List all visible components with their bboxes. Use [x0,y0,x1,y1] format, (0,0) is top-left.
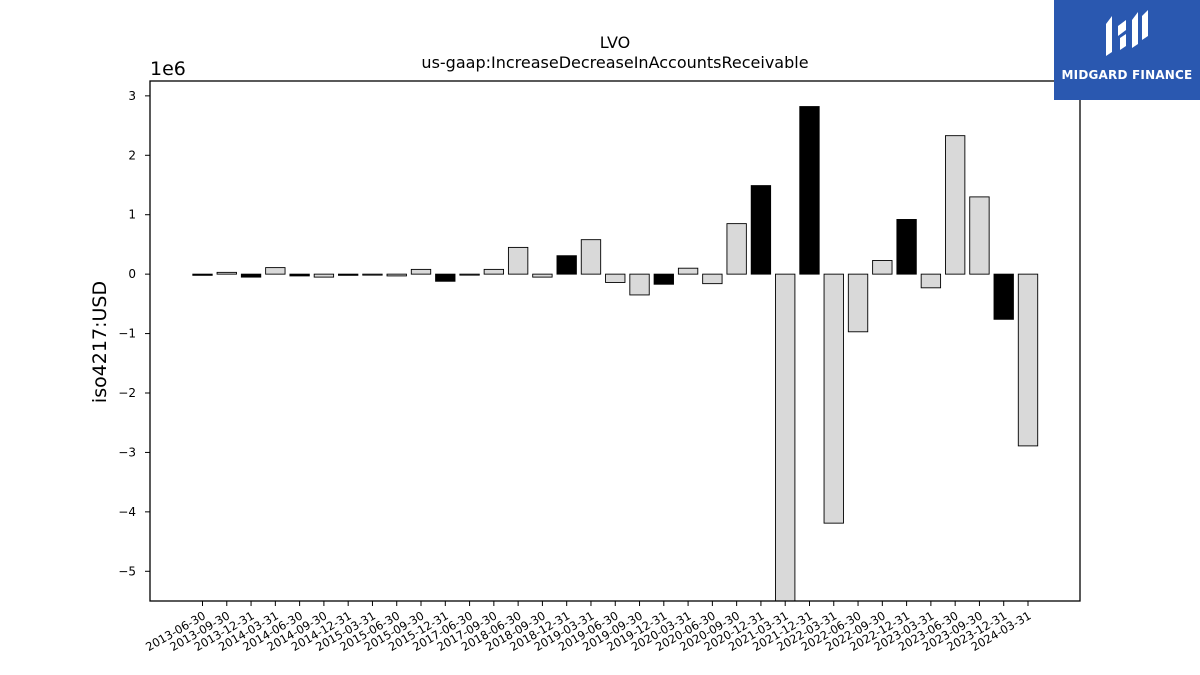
bars-group [192,106,1039,602]
bar-2013-06-30 [192,273,213,276]
bar-2015-12-31 [435,273,456,282]
bar-2021-12-31 [799,106,820,275]
bar-2022-03-31 [823,273,844,524]
bar-2019-09-30 [629,273,650,296]
bar-2017-09-30 [483,268,505,275]
bar-2020-03-31 [677,267,699,275]
bar-2013-09-30 [216,271,237,275]
plot-frame [149,80,1081,602]
y-tick-label: 0 [128,267,136,281]
y-tick-label: 3 [128,89,136,103]
y-scale-label: 1e6 [150,58,186,80]
bar-2014-09-30 [313,273,335,278]
bar-2023-06-30 [945,135,966,275]
bar-2019-03-31 [580,239,602,275]
y-tick-label: −1 [118,327,136,341]
bar-2014-03-31 [265,267,286,275]
chart-subtitle: us-gaap:IncreaseDecreaseInAccountsReceiv… [421,53,808,72]
brand-name: MIDGARD FINANCE [1061,68,1193,82]
y-axis-ticks: 3 2 1 0 −1 −2 −3 −4 −5 [118,89,150,578]
bar-2015-06-30 [386,273,407,277]
bar-2014-12-31 [338,273,359,276]
bar-2018-12-31 [556,255,577,275]
bar-2023-03-31 [920,273,942,289]
x-axis-ticks: 2013-06-302013-09-302013-12-312014-03-31… [143,601,1034,654]
bar-2017-06-30 [459,273,480,276]
bar-2022-06-30 [847,273,869,333]
y-tick-label: −3 [118,445,136,459]
bar-2022-12-31 [896,219,917,275]
y-tick-label: 2 [128,148,136,162]
y-tick-label: −4 [118,505,136,519]
bar-2019-12-31 [653,273,674,285]
y-tick-label: 1 [128,208,136,222]
bar-2024-03-31 [1017,273,1039,447]
y-tick-label: −2 [118,386,136,400]
bar-2022-09-30 [872,260,893,275]
bar-2015-09-30 [410,268,432,275]
bar-2018-06-30 [507,246,529,275]
bar-2013-12-31 [240,273,262,278]
bar-2019-06-30 [605,273,626,283]
bar-2023-12-31 [993,273,1014,320]
brand-logo: MIDGARD FINANCE [1054,0,1200,100]
chart-title: LVO [600,33,630,52]
bar-2015-03-31 [362,273,383,276]
y-tick-label: −5 [118,564,136,578]
brand-mark-icon [1106,10,1148,56]
y-axis-label: iso4217:USD [89,281,111,403]
bar-2018-09-30 [532,273,553,278]
bar-2014-06-30 [289,273,310,277]
bar-2020-09-30 [726,223,747,275]
bar-2020-06-30 [702,273,723,285]
bar-2020-12-31 [750,185,772,275]
bar-2021-03-31 [775,273,796,602]
bar-2023-09-30 [969,196,990,275]
